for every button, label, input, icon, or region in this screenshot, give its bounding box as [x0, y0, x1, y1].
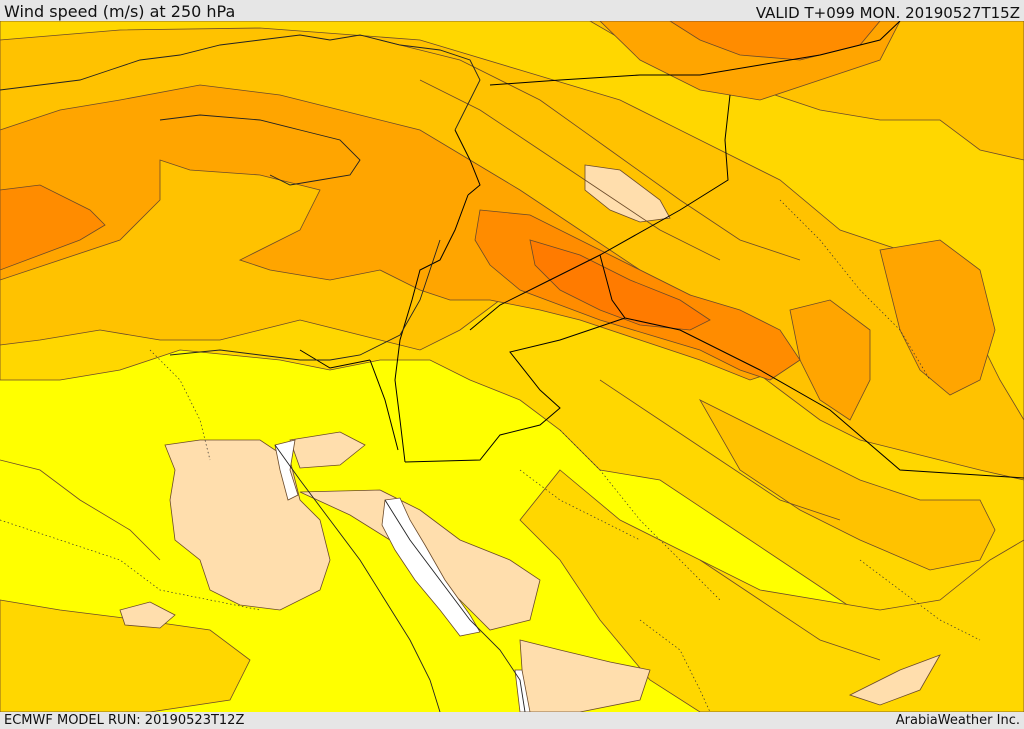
country-borders [299, 21, 1024, 479]
credit: ArabiaWeather Inc. [895, 713, 1020, 728]
water-gap-gulf-suez [274, 439, 299, 501]
internal-borders [0, 199, 981, 712]
band-orange-mid [789, 299, 871, 421]
map-canvas [0, 21, 1024, 712]
low-wind-patch-se [848, 654, 941, 706]
band-core [529, 239, 711, 331]
wind-speed-map [0, 21, 1024, 712]
low-wind-patch-red-sea [289, 431, 366, 469]
footer-bar: ECMWF MODEL RUN: 20190523T12Z ArabiaWeat… [0, 712, 1024, 729]
low-wind-patch-north [584, 164, 671, 223]
band-dark-orange-ne [669, 21, 881, 61]
valid-time: VALID T+099 MON. 20190527T15Z [755, 4, 1020, 22]
header-bar: Wind speed (m/s) at 250 hPa VALID T+099 … [0, 0, 1024, 22]
map-title: Wind speed (m/s) at 250 hPa [4, 2, 236, 21]
model-run: ECMWF MODEL RUN: 20190523T12Z [4, 713, 245, 728]
water-gap-south [514, 669, 531, 712]
band-gold-se [519, 469, 1024, 712]
band-orange-east [879, 239, 996, 396]
band-gold-south [0, 599, 251, 712]
contour-lines [0, 39, 881, 661]
low-wind-patch-sw [119, 601, 176, 629]
water-gap-red-sea [381, 497, 481, 637]
band-dark-orange [0, 184, 106, 271]
coastlines [0, 34, 526, 712]
low-wind-patch-south [519, 639, 651, 712]
